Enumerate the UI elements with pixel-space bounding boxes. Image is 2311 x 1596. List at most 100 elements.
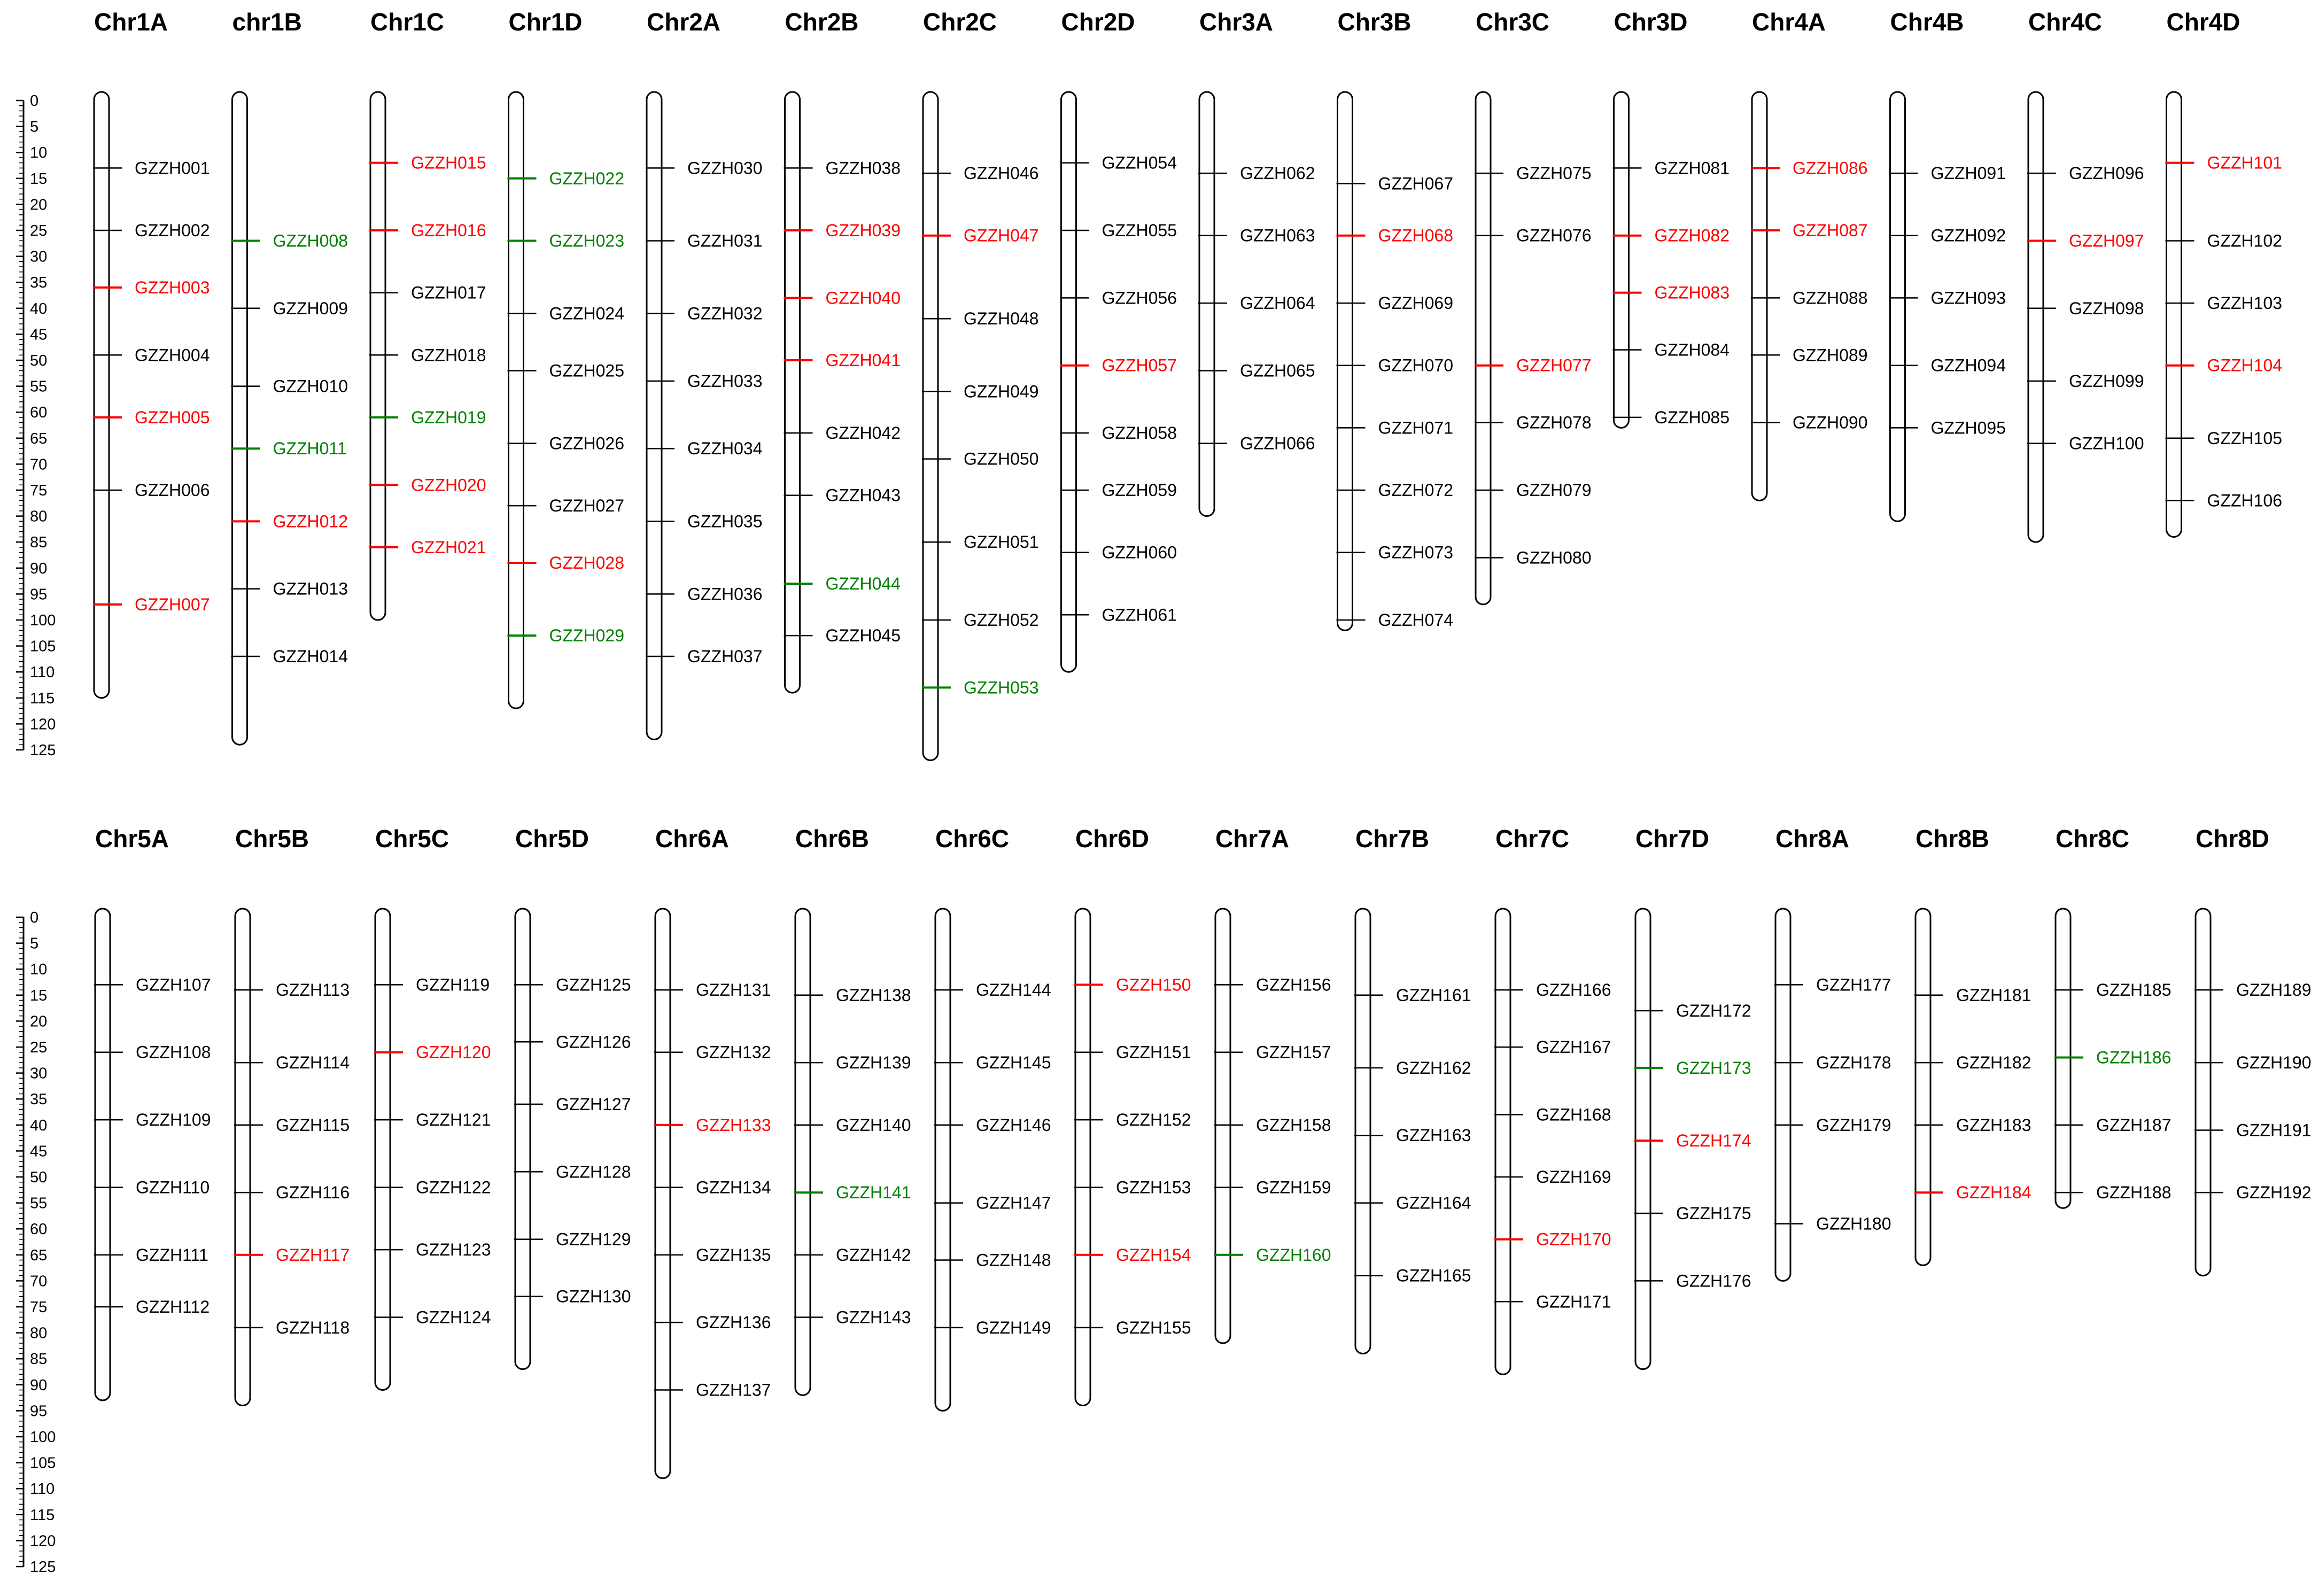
chromosome-chr3d: Chr3D GZZH081 GZZH082 GZZH083 GZZH084 GZZH085: [1612, 8, 1730, 429]
gene-label-gzzh035: GZZH035: [687, 512, 762, 531]
chromosome-bar: [1634, 908, 1651, 1370]
gene-label-gzzh040: GZZH040: [826, 288, 901, 307]
gene-label-gzzh115: GZZH115: [276, 1115, 350, 1135]
gene-label-gzzh033: GZZH033: [687, 371, 762, 391]
gene-label-gzzh088: GZZH088: [1793, 288, 1867, 307]
gene-label-gzzh123: GZZH123: [416, 1240, 491, 1259]
chromosome-bar: [1889, 91, 1906, 522]
chromosome-title: Chr1A: [94, 8, 168, 36]
scale-tick-label: 50: [30, 352, 47, 369]
gene-label-gzzh142: GZZH142: [836, 1245, 911, 1265]
gene-label-gzzh153: GZZH153: [1116, 1177, 1191, 1197]
chromosome-bar: [369, 91, 386, 621]
chromosome-title: Chr4A: [1752, 8, 1826, 36]
gene-label-gzzh017: GZZH017: [411, 283, 486, 303]
chromosome-title: Chr2C: [923, 8, 997, 36]
chromosome-title: Chr6D: [1075, 825, 1149, 853]
gene-label-gzzh167: GZZH167: [1536, 1037, 1611, 1057]
gene-label-gzzh192: GZZH192: [2236, 1183, 2311, 1202]
scale-tick-label: 120: [30, 716, 56, 733]
gene-label-gzzh045: GZZH045: [826, 626, 901, 645]
chromosome-title: Chr7D: [1635, 825, 1709, 853]
scale-tick-label: 25: [30, 222, 47, 239]
gene-label-gzzh119: GZZH119: [416, 975, 490, 994]
scale-tick-label: 90: [30, 560, 47, 577]
chromosome-chr2c: Chr2C GZZH046 GZZH047 GZZH048 GZZH049 GZZH050…: [922, 8, 1038, 761]
gene-label-gzzh081: GZZH081: [1655, 158, 1730, 177]
gene-label-gzzh072: GZZH072: [1378, 481, 1453, 500]
gene-label-gzzh015: GZZH015: [411, 153, 486, 173]
scale-tick-label: 30: [30, 249, 47, 266]
gene-label-gzzh101: GZZH101: [2207, 153, 2282, 173]
gene-label-gzzh134: GZZH134: [696, 1177, 771, 1197]
gene-label-gzzh004: GZZH004: [135, 345, 210, 365]
chromosome-title: Chr1D: [509, 8, 583, 36]
gene-label-gzzh070: GZZH070: [1378, 356, 1453, 375]
chromosome-bar: [2194, 908, 2212, 1277]
gene-label-gzzh061: GZZH061: [1102, 605, 1177, 624]
chromosome-bar: [654, 908, 671, 1479]
chromosome-bar: [1354, 908, 1371, 1354]
gene-label-gzzh099: GZZH099: [2069, 371, 2144, 391]
gene-label-gzzh136: GZZH136: [696, 1313, 771, 1332]
gene-label-gzzh082: GZZH082: [1655, 226, 1730, 245]
gene-label-gzzh180: GZZH180: [1816, 1214, 1891, 1233]
scale-tick-label: 85: [30, 534, 47, 551]
gene-label-gzzh098: GZZH098: [2069, 299, 2144, 318]
bottom-panel: 0 5 10 15 20 25 30 35 40 45 50 55 60 65 70 75 80 85 90 95 10…: [16, 825, 2311, 1576]
gene-label-gzzh008: GZZH008: [273, 231, 348, 250]
scale-tick-label: 70: [30, 456, 47, 473]
scale-ruler: 0 5 10 15 20 25 30 35 40 45 50 55 60 65 70 75 80 85 90 95 10…: [16, 92, 56, 759]
chromosome-bar: [374, 908, 391, 1391]
chromosome-title: Chr6A: [655, 825, 729, 853]
scale-tick-label: 5: [30, 119, 38, 136]
chromosome-chr6c: Chr6C GZZH144 GZZH145 GZZH146 GZZH147 GZZH148…: [934, 825, 1051, 1412]
gene-label-gzzh135: GZZH135: [696, 1245, 771, 1265]
gene-label-gzzh131: GZZH131: [696, 980, 771, 1000]
scale-ruler: 0 5 10 15 20 25 30 35 40 45 50 55 60 65 70 75 80 85 90 95 10…: [16, 909, 56, 1576]
gene-label-gzzh055: GZZH055: [1102, 221, 1177, 240]
scale-tick-label: 40: [30, 1117, 47, 1134]
gene-label-gzzh183: GZZH183: [1956, 1115, 2031, 1135]
chromosome-bar: [1214, 908, 1231, 1344]
chromosome-title: Chr6C: [935, 825, 1009, 853]
chromosome-title: Chr2D: [1061, 8, 1135, 36]
gene-label-gzzh186: GZZH186: [2096, 1048, 2171, 1067]
gene-label-gzzh117: GZZH117: [276, 1245, 350, 1265]
gene-label-gzzh110: GZZH110: [136, 1177, 210, 1197]
scale-tick-label: 75: [30, 482, 47, 499]
gene-label-gzzh171: GZZH171: [1536, 1292, 1611, 1311]
scale-tick-label: 45: [30, 326, 47, 343]
scale-tick-label: 20: [30, 196, 47, 213]
gene-label-gzzh140: GZZH140: [836, 1115, 911, 1135]
gene-label-gzzh179: GZZH179: [1816, 1115, 1891, 1135]
chromosome-title: chr1B: [232, 8, 302, 36]
gene-label-gzzh141: GZZH141: [836, 1183, 911, 1202]
gene-label-gzzh080: GZZH080: [1516, 548, 1591, 567]
gene-label-gzzh109: GZZH109: [136, 1110, 211, 1129]
chromosome-bar: [1074, 908, 1091, 1407]
scale-tick-label: 30: [30, 1065, 47, 1082]
scale-tick-label: 80: [30, 508, 47, 525]
chromosome-chr3c: Chr3C GZZH075 GZZH076 GZZH077 GZZH078 GZZH079…: [1475, 8, 1591, 606]
chromosome-bar: [784, 91, 801, 694]
gene-label-gzzh028: GZZH028: [549, 553, 624, 572]
gene-label-gzzh078: GZZH078: [1516, 413, 1591, 432]
gene-label-gzzh156: GZZH156: [1256, 975, 1331, 994]
chromosome-title: Chr7C: [1495, 825, 1569, 853]
gene-label-gzzh032: GZZH032: [687, 304, 762, 323]
gene-label-gzzh182: GZZH182: [1956, 1053, 2031, 1072]
chromosome-bar: [93, 91, 110, 699]
gene-label-gzzh021: GZZH021: [411, 538, 486, 557]
scale-tick-label: 115: [30, 1507, 55, 1524]
chromosome-title: Chr8A: [1775, 825, 1849, 853]
scale-tick-label: 60: [30, 404, 47, 421]
gene-label-gzzh185: GZZH185: [2096, 980, 2171, 1000]
gene-label-gzzh165: GZZH165: [1396, 1266, 1471, 1285]
gene-label-gzzh073: GZZH073: [1378, 543, 1453, 562]
gene-label-gzzh097: GZZH097: [2069, 231, 2144, 250]
gene-label-gzzh159: GZZH159: [1256, 1177, 1331, 1197]
gene-label-gzzh111: GZZH111: [136, 1245, 208, 1265]
scale-tick-label: 45: [30, 1143, 47, 1160]
